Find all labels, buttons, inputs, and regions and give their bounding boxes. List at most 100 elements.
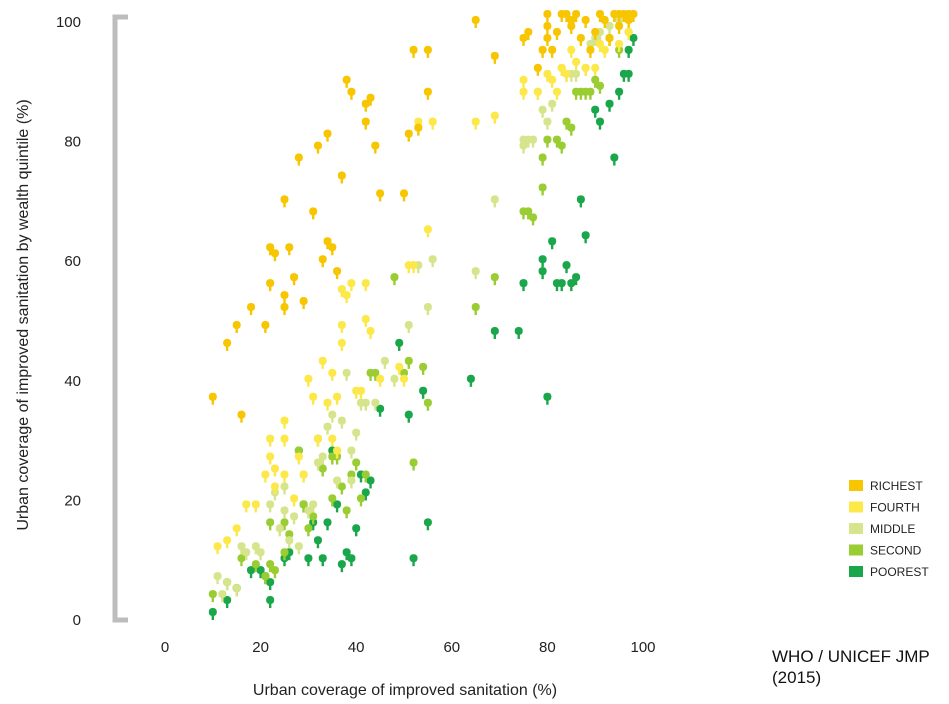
data-point-middle (304, 506, 313, 519)
data-point-poorest (333, 500, 342, 513)
data-point-middle (266, 500, 275, 513)
data-point-second (471, 303, 480, 316)
data-point-richest (266, 279, 275, 292)
data-point-second (251, 560, 260, 573)
data-point-fourth (562, 69, 571, 82)
data-point-middle (333, 476, 342, 489)
data-point-fourth (313, 434, 322, 447)
data-point-second (270, 566, 279, 579)
data-point-fourth (333, 392, 342, 405)
data-point-fourth (318, 356, 327, 369)
data-point-middle (404, 320, 413, 333)
data-point-middle (294, 542, 303, 555)
data-point-richest (309, 207, 318, 220)
data-point-poorest (395, 338, 404, 351)
data-point-richest (342, 75, 351, 88)
data-point-richest (318, 255, 327, 268)
data-point-richest (328, 243, 337, 256)
data-point-second (318, 464, 327, 477)
data-point-richest (337, 171, 346, 184)
x-tick-label: 80 (539, 639, 556, 656)
data-point-richest (208, 392, 217, 405)
data-point-second (557, 141, 566, 154)
data-point-middle (337, 416, 346, 429)
data-point-richest (366, 93, 375, 106)
data-point-poorest (490, 326, 499, 339)
data-point-poorest (610, 153, 619, 166)
data-point-middle (548, 99, 557, 112)
y-tick-label: 20 (64, 492, 81, 509)
y-tick-label: 40 (64, 373, 81, 390)
legend-swatch-middle (849, 523, 863, 534)
data-point-fourth (624, 27, 633, 40)
data-point-fourth (366, 326, 375, 339)
data-point-middle (390, 374, 399, 387)
data-point-richest (414, 123, 423, 136)
data-point-second (595, 81, 604, 94)
data-point-second (524, 207, 533, 220)
data-point-fourth (567, 45, 576, 58)
data-point-richest (629, 10, 638, 23)
data-point-fourth (323, 398, 332, 411)
data-point-fourth (337, 338, 346, 351)
data-point-richest (600, 16, 609, 28)
data-point-middle (543, 117, 552, 130)
data-point-poorest (629, 33, 638, 46)
data-point-richest (605, 33, 614, 46)
data-point-second (356, 494, 365, 507)
data-point-middle (280, 482, 289, 495)
data-point-fourth (290, 494, 299, 507)
data-point-fourth (280, 470, 289, 483)
data-point-second (208, 590, 217, 603)
data-point-poorest (208, 608, 217, 621)
data-point-richest (285, 243, 294, 256)
data-point-middle (538, 105, 547, 118)
data-point-poorest (538, 267, 547, 280)
data-point-fourth (261, 470, 270, 483)
data-point-richest (361, 117, 370, 130)
data-point-poorest (337, 560, 346, 573)
data-point-poorest (352, 524, 361, 537)
data-point-middle (347, 476, 356, 489)
data-point-second (328, 494, 337, 507)
x-tick-label: 60 (443, 639, 460, 656)
data-point-fourth (557, 63, 566, 76)
data-point-poorest (538, 255, 547, 268)
data-point-fourth (223, 536, 232, 549)
legend-swatch-poorest (849, 566, 863, 577)
y-tick-label: 100 (56, 14, 81, 31)
data-point-richest (270, 249, 279, 262)
data-point-poorest (581, 231, 590, 244)
data-point-middle (423, 303, 432, 316)
data-point-poorest (318, 554, 327, 567)
data-point-richest (280, 195, 289, 208)
data-point-poorest (423, 518, 432, 531)
data-point-poorest (514, 326, 523, 339)
data-point-fourth (471, 117, 480, 130)
data-point-poorest (595, 117, 604, 130)
data-point-poorest (615, 87, 624, 100)
data-point-second (280, 518, 289, 531)
data-point-richest (323, 129, 332, 142)
data-point-second (586, 87, 595, 100)
x-axis-title: Urban coverage of improved sanitation (%… (253, 682, 557, 699)
legend-label-richest: RICHEST (870, 479, 923, 493)
data-point-middle (529, 135, 538, 148)
data-point-richest (371, 141, 380, 154)
data-point-fourth (361, 315, 370, 327)
data-point-middle (237, 542, 246, 555)
data-point-fourth (333, 446, 342, 459)
data-point-poorest (323, 518, 332, 531)
legend-label-second: SECOND (870, 544, 922, 558)
data-point-poorest (266, 578, 275, 591)
data-point-middle (285, 536, 294, 549)
data-point-richest (423, 87, 432, 100)
data-point-second (342, 506, 351, 519)
x-tick-labels: 0 20 40 60 80 100 (161, 639, 656, 656)
data-point-second (337, 482, 346, 495)
data-point-poorest (567, 279, 576, 292)
data-point-poorest (304, 554, 313, 567)
legend-swatch-richest (849, 480, 863, 491)
data-point-middle (490, 195, 499, 208)
data-point-second (304, 524, 313, 537)
